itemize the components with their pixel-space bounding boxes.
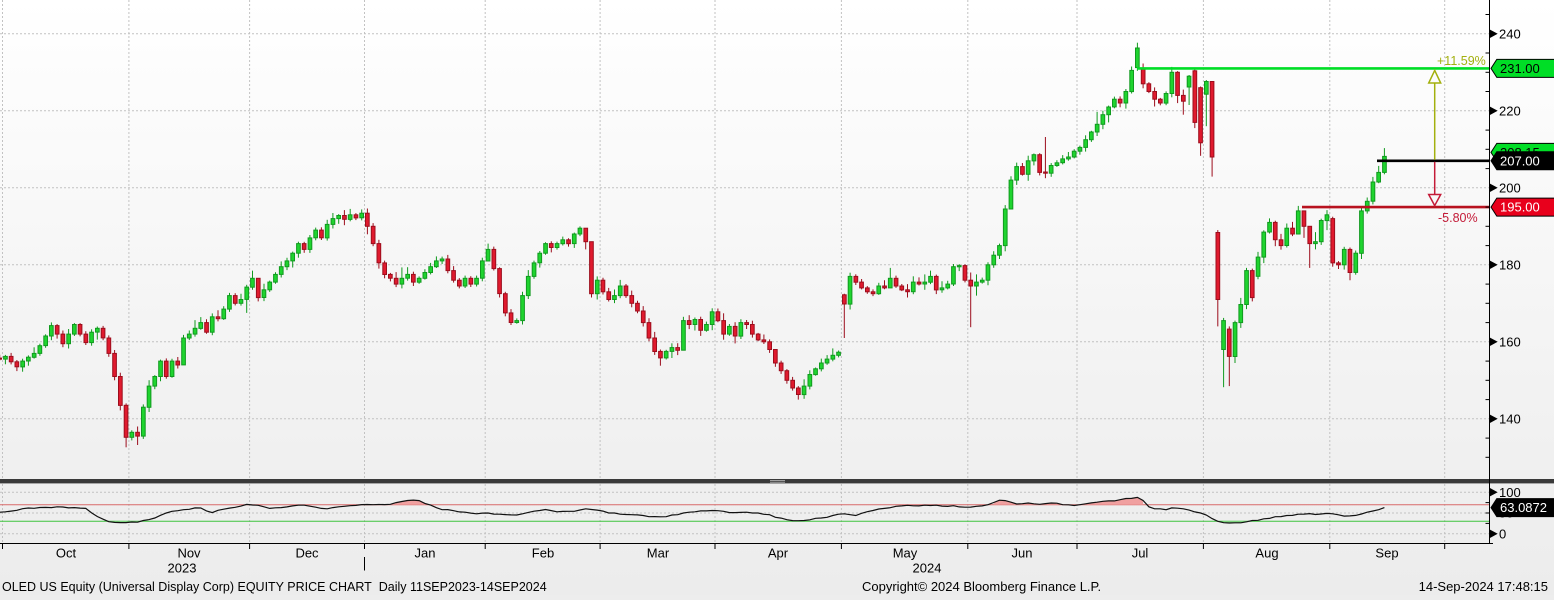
svg-text:Copyright© 2024 Bloomberg Fina: Copyright© 2024 Bloomberg Finance L.P.: [862, 579, 1101, 594]
svg-text:14-Sep-2024 17:48:15: 14-Sep-2024 17:48:15: [1419, 579, 1548, 594]
svg-text:200: 200: [1499, 180, 1521, 195]
svg-text:May: May: [893, 546, 918, 561]
svg-text:-5.80%: -5.80%: [1438, 211, 1478, 225]
svg-text:Feb: Feb: [532, 546, 554, 561]
svg-text:Nov: Nov: [177, 546, 201, 561]
svg-text:Dec: Dec: [295, 546, 319, 561]
svg-text:Oct: Oct: [56, 546, 77, 561]
svg-text:Jul: Jul: [1132, 546, 1149, 561]
svg-text:231.00: 231.00: [1500, 61, 1540, 76]
svg-text:140: 140: [1499, 411, 1521, 426]
svg-text:63.0872: 63.0872: [1500, 500, 1547, 515]
svg-text:160: 160: [1499, 334, 1521, 349]
svg-text:Mar: Mar: [647, 546, 670, 561]
svg-text:Jan: Jan: [415, 546, 436, 561]
svg-text:180: 180: [1499, 257, 1521, 272]
svg-text:207.00: 207.00: [1500, 153, 1540, 168]
svg-text:2024: 2024: [913, 561, 942, 576]
svg-text:+11.59%: +11.59%: [1437, 54, 1486, 68]
svg-text:Jun: Jun: [1012, 546, 1033, 561]
svg-text:Apr: Apr: [768, 546, 789, 561]
svg-text:195.00: 195.00: [1500, 200, 1540, 215]
svg-text:Aug: Aug: [1255, 546, 1278, 561]
svg-text:OLED US Equity (Universal Disp: OLED US Equity (Universal Display Corp) …: [2, 580, 547, 594]
svg-text:2023: 2023: [168, 561, 197, 576]
svg-text:220: 220: [1499, 103, 1521, 118]
svg-text:Sep: Sep: [1375, 546, 1398, 561]
svg-text:100: 100: [1499, 485, 1521, 500]
svg-text:240: 240: [1499, 26, 1521, 41]
svg-text:0: 0: [1499, 526, 1506, 541]
